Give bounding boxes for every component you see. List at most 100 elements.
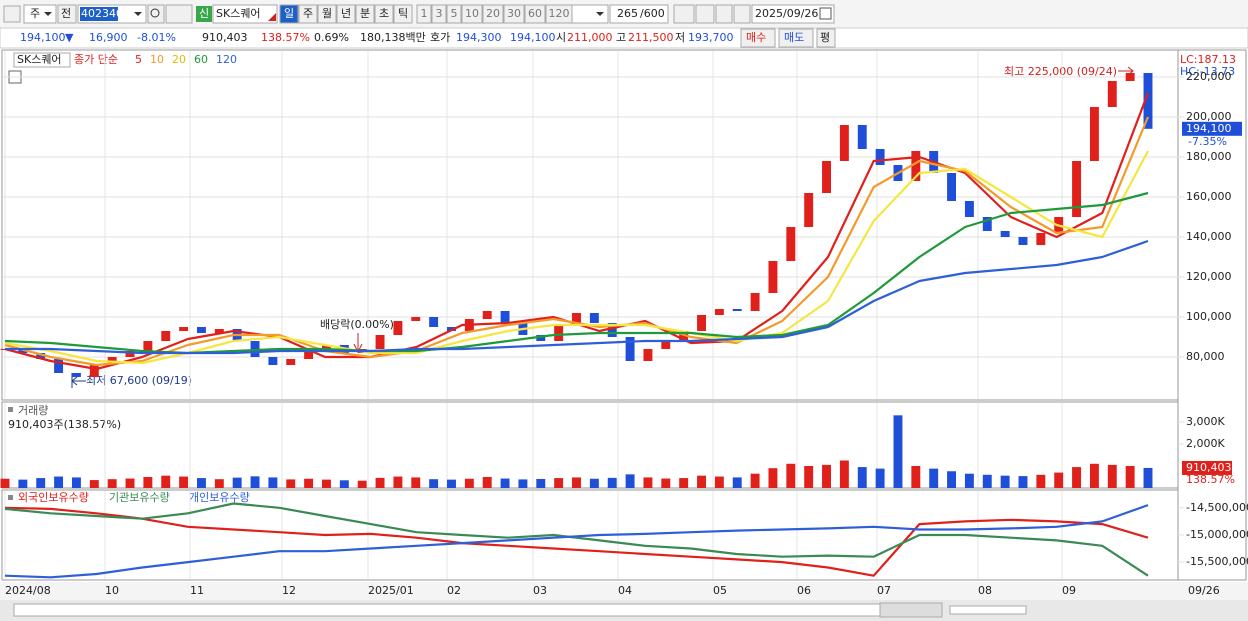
volume-bar [357, 480, 367, 488]
candle [1000, 231, 1010, 237]
chart-type-button[interactable] [673, 4, 695, 24]
scrollbar[interactable] [13, 603, 881, 617]
volume-bar [1143, 467, 1153, 488]
period-button[interactable] [336, 4, 356, 24]
candle [1072, 161, 1082, 217]
candle [839, 125, 849, 161]
time-label: 05 [713, 584, 727, 597]
zoom-slider[interactable] [949, 605, 1027, 615]
time-label: 06 [797, 584, 811, 597]
y-tick-label: 180,000 [1186, 150, 1232, 163]
quote-change-pct: -8.01% [137, 31, 176, 44]
time-label: 2025/01 [368, 584, 414, 597]
y-tick-label: -15,500,000 [1186, 555, 1248, 568]
interval-button[interactable] [482, 4, 504, 24]
dropdown-arrow [134, 12, 142, 16]
save-button[interactable] [715, 4, 733, 24]
combo[interactable] [571, 4, 609, 24]
candle [1107, 81, 1117, 107]
period-button[interactable] [374, 4, 394, 24]
dropdown-arrow [596, 12, 604, 16]
interval-button[interactable] [545, 4, 573, 24]
dividend-annotation: 배당락(0.00%) [320, 318, 394, 331]
quote-change: 16,900 [89, 31, 128, 44]
candle [589, 313, 599, 323]
volume-bar [625, 474, 635, 488]
volume-bar [268, 477, 278, 488]
market-select[interactable] [23, 4, 57, 24]
count-box[interactable] [609, 4, 669, 24]
volume-bar [429, 479, 439, 488]
avg-button[interactable] [816, 28, 836, 48]
volume-bar [786, 463, 796, 488]
period-button[interactable] [317, 4, 337, 24]
interval-button[interactable] [461, 4, 483, 24]
interval-button[interactable] [446, 4, 462, 24]
interval-button[interactable] [503, 4, 525, 24]
quote-amount: 180,138백만 [360, 31, 426, 44]
search-icon [150, 8, 160, 18]
volume-bar [857, 467, 867, 488]
prev-button[interactable] [57, 4, 77, 24]
period-button[interactable] [298, 4, 318, 24]
buy-button[interactable] [740, 28, 776, 48]
period: 주 [303, 7, 313, 20]
interval-button[interactable] [431, 4, 447, 24]
tool-icons[interactable] [1040, 603, 1240, 617]
volume-bar [911, 465, 921, 488]
y-tick-label: 2,000K [1186, 437, 1225, 450]
y-tick-label: 80,000 [1186, 350, 1225, 363]
candle [1125, 73, 1135, 81]
price-name: SK스퀘어 [17, 53, 62, 66]
settings-button[interactable] [733, 4, 751, 24]
y-tick-label: 220,000 [1186, 70, 1232, 83]
dropdown-arrow [44, 12, 52, 16]
volume-bar [732, 477, 742, 488]
series-line [4, 504, 1149, 579]
sell: 매도 [784, 31, 804, 44]
volume-bar [589, 478, 599, 488]
draw-button[interactable] [695, 4, 715, 24]
y-tick-label: 140,000 [1186, 230, 1232, 243]
date: 2025/09/26 [755, 7, 818, 20]
interval: 60 [528, 7, 542, 20]
candle [375, 335, 385, 349]
sound-button[interactable] [165, 4, 193, 24]
interval-button[interactable] [524, 4, 546, 24]
interval-button[interactable] [416, 4, 432, 24]
volume-bar [179, 476, 189, 488]
volume-bar [839, 460, 849, 488]
sell-button[interactable] [778, 28, 814, 48]
search-button[interactable] [147, 4, 165, 24]
candle [697, 315, 706, 331]
candle [500, 311, 510, 323]
candle [1036, 233, 1046, 245]
legend-entry: 개인보유수량 [189, 491, 250, 504]
series-line [4, 502, 1149, 577]
legend-entry: 5 [135, 53, 142, 66]
volume-bar [161, 475, 171, 488]
candle [911, 151, 921, 181]
volume-bar [232, 477, 242, 488]
period-button[interactable] [393, 4, 413, 24]
date-box[interactable] [751, 4, 835, 24]
volume-bar [536, 478, 546, 488]
time-label: 09/26 [1188, 584, 1220, 597]
time-axis [0, 582, 1248, 600]
candle [268, 357, 278, 365]
playback-buttons[interactable] [879, 602, 943, 618]
legend-entry: 60 [194, 53, 208, 66]
code: 402340 [81, 7, 123, 20]
period-button[interactable] [279, 4, 299, 24]
period: 분 [360, 7, 370, 20]
volume-bar [304, 478, 314, 488]
stock-name: SK스퀘어 [216, 7, 261, 20]
volume-bar [214, 479, 224, 488]
period-button[interactable] [355, 4, 375, 24]
menu-icon[interactable] [3, 5, 21, 23]
candle [643, 349, 653, 361]
series-line [4, 506, 1149, 577]
candle [964, 201, 974, 217]
volume-bar [375, 477, 385, 488]
